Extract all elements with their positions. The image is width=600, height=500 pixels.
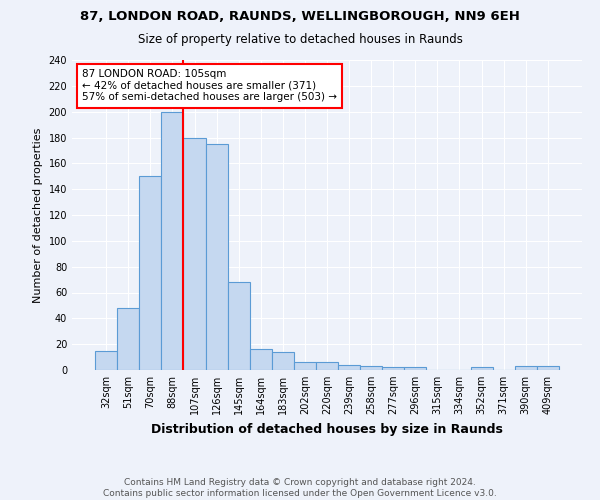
Bar	[206, 144, 227, 370]
Bar	[184, 138, 206, 370]
Bar	[404, 368, 427, 370]
Text: 87, LONDON ROAD, RAUNDS, WELLINGBOROUGH, NN9 6EH: 87, LONDON ROAD, RAUNDS, WELLINGBOROUGH,…	[80, 10, 520, 23]
Bar	[272, 352, 294, 370]
Bar	[294, 362, 316, 370]
Bar	[95, 350, 117, 370]
Text: 87 LONDON ROAD: 105sqm
← 42% of detached houses are smaller (371)
57% of semi-de: 87 LONDON ROAD: 105sqm ← 42% of detached…	[82, 70, 337, 102]
Bar	[227, 282, 250, 370]
Bar	[139, 176, 161, 370]
Bar	[470, 368, 493, 370]
Bar	[515, 366, 537, 370]
Bar	[360, 366, 382, 370]
Text: Contains HM Land Registry data © Crown copyright and database right 2024.
Contai: Contains HM Land Registry data © Crown c…	[103, 478, 497, 498]
Text: Size of property relative to detached houses in Raunds: Size of property relative to detached ho…	[137, 32, 463, 46]
Bar	[161, 112, 184, 370]
X-axis label: Distribution of detached houses by size in Raunds: Distribution of detached houses by size …	[151, 422, 503, 436]
Bar	[338, 365, 360, 370]
Bar	[382, 368, 404, 370]
Bar	[316, 362, 338, 370]
Bar	[250, 350, 272, 370]
Bar	[537, 366, 559, 370]
Y-axis label: Number of detached properties: Number of detached properties	[33, 128, 43, 302]
Bar	[117, 308, 139, 370]
